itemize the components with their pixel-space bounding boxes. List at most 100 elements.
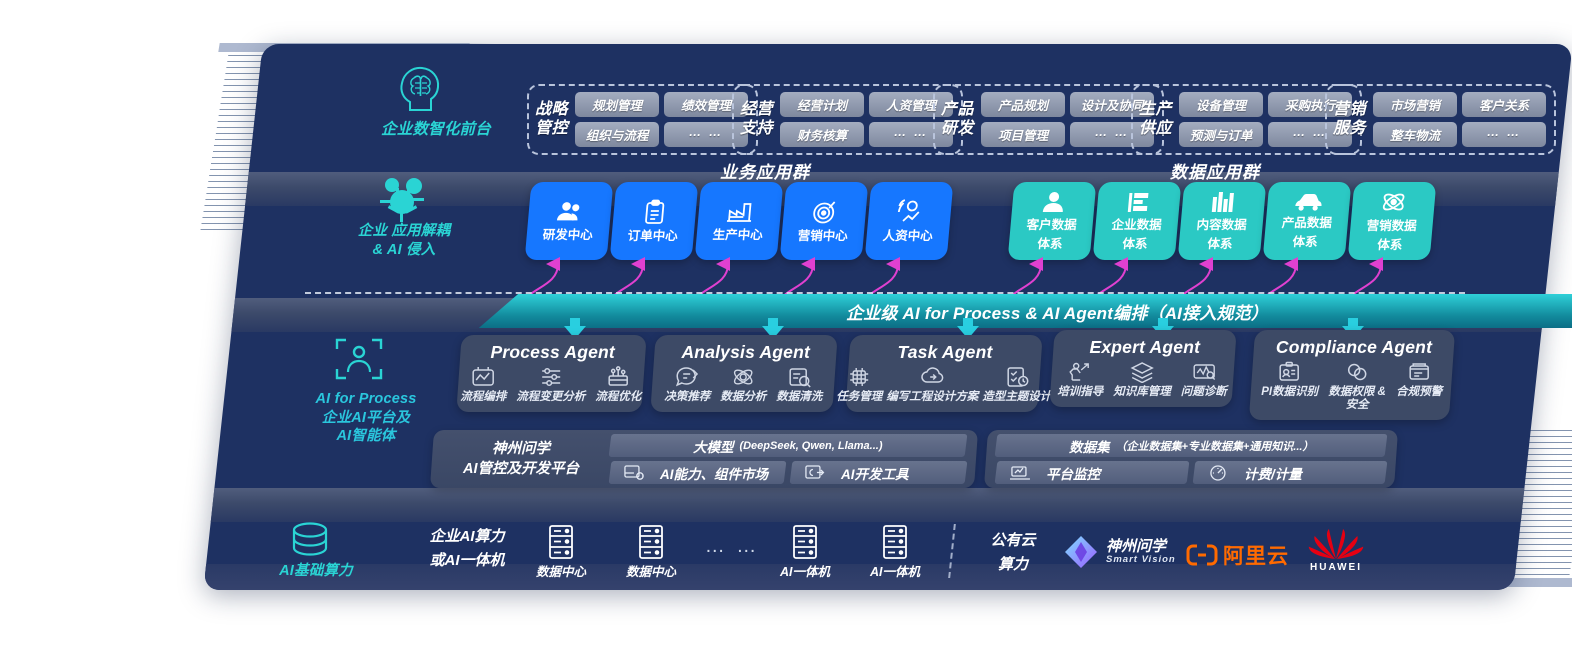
platform-bar-monitor[interactable]: 平台监控 — [994, 461, 1190, 484]
app-tile-rd-center[interactable]: 研发中心 — [524, 182, 614, 260]
agent-item[interactable]: 流程编排 — [460, 366, 506, 404]
platform-name: 神州问学 AI管控及开发平台 — [432, 430, 610, 488]
agent-item-label: 数据清洗 — [776, 391, 823, 403]
data-tile-customer[interactable]: 客户数据 体系 — [1007, 182, 1097, 260]
domain-title: 研发 — [941, 119, 975, 137]
agent-item[interactable]: 数据分析 — [720, 366, 766, 404]
cloud-gear-icon — [920, 366, 944, 388]
app-tile-label: 订单中心 — [627, 228, 679, 243]
infra-item-datacenter-1[interactable]: 数据中心 — [528, 524, 594, 581]
domain-chip[interactable]: 财务核算 — [780, 122, 865, 147]
infra-item-datacenter-2[interactable]: 数据中心 — [618, 524, 684, 581]
data-tile-product[interactable]: 产品数据 体系 — [1262, 182, 1352, 260]
diagnose-icon — [1192, 361, 1216, 383]
domain-group-manufacturing[interactable]: 生产 供应 设备管理 采购执行 预测与订单 … … — [1131, 84, 1363, 155]
bars-icon — [1211, 190, 1237, 214]
agent-item-label: 编写工程设计方案 — [885, 391, 978, 403]
domain-group-strategy[interactable]: 战略 管控 规划管理 绩效管理 组织与流程 … … — [527, 84, 759, 155]
domain-chip[interactable]: 预测与订单 — [1179, 122, 1264, 147]
domain-chip[interactable]: 采购执行 — [1268, 92, 1353, 117]
agent-item-label: 任务管理 — [835, 391, 882, 403]
layer-label-apps-line1: 企业 应用解耦 — [357, 223, 451, 239]
platform-bar-model[interactable]: 大模型 (DeepSeek, Qwen, Llama...) — [608, 434, 968, 457]
agent-card-process[interactable]: Process Agent 流程编排 流程变更分析 流程优化 — [456, 335, 647, 412]
domain-chip[interactable]: 产品规划 — [981, 92, 1066, 117]
agent-item[interactable]: 问题诊断 — [1181, 361, 1227, 399]
agent-item[interactable]: 流程优化 — [595, 366, 641, 404]
platform-bar-devtool[interactable]: AI开发工具 — [789, 461, 968, 484]
domain-chip[interactable]: 客户关系 — [1462, 92, 1547, 117]
domain-chip[interactable]: 人资管理 — [869, 92, 954, 117]
platform-bar-capability[interactable]: AI能力、组件市场 — [608, 461, 787, 484]
domain-group-marketing[interactable]: 营销 服务 市场营销 客户关系 整车物流 … … — [1325, 84, 1557, 155]
training-icon — [1068, 361, 1092, 383]
domain-chip[interactable]: 市场营销 — [1373, 92, 1458, 117]
agent-item[interactable]: PI数据识别 — [1261, 361, 1318, 399]
infra-item-ai-appliance-1[interactable]: AI一体机 — [772, 524, 838, 581]
domain-chip[interactable]: 规划管理 — [575, 92, 660, 117]
agent-item[interactable]: 合规预警 — [1396, 361, 1442, 399]
agent-item[interactable]: 数据权限 & 安全 — [1326, 361, 1388, 412]
data-tile-enterprise[interactable]: 企业数据 体系 — [1092, 182, 1182, 260]
agent-item[interactable]: 培训指导 — [1057, 361, 1103, 399]
platform-name-line1: 神州问学 — [492, 440, 550, 457]
agent-item[interactable]: 知识库管理 — [1113, 361, 1171, 399]
domain-chip[interactable]: 设备管理 — [1179, 92, 1264, 117]
platform-bar-billing[interactable]: 计费/计量 — [1192, 461, 1388, 484]
platform-bar-dataset[interactable]: 数据集 （企业数据集+专业数据集+通用知识...） — [994, 434, 1388, 457]
domain-title: 生产 — [1139, 100, 1173, 118]
domain-title: 营销 — [1333, 100, 1367, 118]
agent-item[interactable]: 流程变更分析 — [516, 366, 585, 404]
billing-label: 计费/计量 — [1244, 466, 1302, 482]
domain-title: 供应 — [1139, 119, 1173, 137]
layer-icon-infra — [286, 520, 342, 564]
agent-item[interactable]: 决策推荐 — [664, 366, 710, 404]
agent-card-expert[interactable]: Expert Agent 培训指导 知识库管理 问题诊断 — [1049, 330, 1237, 407]
layer-label-ai: AI for Process 企业AI平台及 AI智能体 — [288, 390, 444, 446]
ai-platform-right-panel[interactable]: 数据集 （企业数据集+专业数据集+通用知识...） 平台监控 — [983, 430, 1399, 488]
ai-platform-left-panel[interactable]: 神州问学 AI管控及开发平台 大模型 (DeepSeek, Qwen, Llam… — [429, 430, 979, 488]
domain-chip[interactable]: 绩效管理 — [664, 92, 749, 117]
agent-card-compliance[interactable]: Compliance Agent PI数据识别 数据权限 & 安全 合规预警 — [1248, 330, 1456, 420]
monitor-label: 平台监控 — [1046, 466, 1100, 482]
domain-group-product-rd[interactable]: 产品 研发 产品规划 设计及协同 项目管理 … … — [933, 84, 1165, 155]
domain-chip-more[interactable]: … … — [869, 122, 954, 147]
platform-name-line2: AI管控及开发平台 — [463, 461, 579, 477]
agent-item-label: 流程变更分析 — [516, 391, 586, 403]
data-tile-label-1: 营销数据 — [1365, 219, 1418, 234]
diamond-star-icon — [1063, 534, 1099, 570]
domain-group-operations[interactable]: 经营 支持 经营计划 人资管理 财务核算 … … — [732, 84, 964, 155]
domain-chip-more[interactable]: … … — [1070, 122, 1155, 147]
huawei-logo[interactable]: HUAWEI — [1307, 526, 1365, 573]
agent-card-analysis[interactable]: Analysis Agent 决策推荐 数据分析 数据清洗 — [650, 335, 838, 412]
devtool-label: AI开发工具 — [841, 466, 909, 482]
shenzhou-smartvision-logo[interactable]: 神州问学 Smart Vision — [1063, 534, 1176, 570]
app-tile-hr-center[interactable]: 人资中心 — [864, 182, 954, 260]
agent-item-label: 合规预警 — [1395, 386, 1442, 398]
domain-chip-more[interactable]: … … — [1462, 122, 1547, 147]
data-tile-marketing[interactable]: 营销数据 体系 — [1347, 182, 1437, 260]
agent-item[interactable]: 任务管理 — [836, 366, 882, 404]
aliyun-logo[interactable]: 阿里云 — [1186, 540, 1289, 570]
domain-chip-more[interactable]: … … — [1268, 122, 1353, 147]
agent-item[interactable]: 数据清洗 — [776, 366, 822, 404]
app-tile-production-center[interactable]: 生产中心 — [694, 182, 784, 260]
app-tile-marketing-center[interactable]: 营销中心 — [779, 182, 869, 260]
infra-item-ai-appliance-2[interactable]: AI一体机 — [862, 524, 928, 581]
domain-chip[interactable]: 经营计划 — [780, 92, 865, 117]
agent-card-task[interactable]: Task Agent 任务管理 编写工程设计方案 造型主题设计 — [836, 335, 1051, 412]
agent-item[interactable]: 造型主题设计 — [982, 366, 1051, 404]
app-tile-order-center[interactable]: 订单中心 — [609, 182, 699, 260]
domain-chip-more[interactable]: … … — [664, 122, 749, 147]
agent-title: Compliance Agent — [1275, 337, 1433, 357]
domain-chip[interactable]: 整车物流 — [1373, 122, 1458, 147]
domain-chip[interactable]: 组织与流程 — [575, 122, 660, 147]
sliders-icon — [539, 366, 563, 388]
domain-chip[interactable]: 设计及协同 — [1070, 92, 1155, 117]
agent-down-arrows — [564, 318, 1364, 339]
domain-chip[interactable]: 项目管理 — [981, 122, 1066, 147]
domain-title: 战略 — [535, 100, 569, 118]
data-tile-content[interactable]: 内容数据 体系 — [1177, 182, 1267, 260]
task-grid-icon — [847, 366, 871, 388]
agent-item[interactable]: 编写工程设计方案 — [886, 366, 978, 404]
